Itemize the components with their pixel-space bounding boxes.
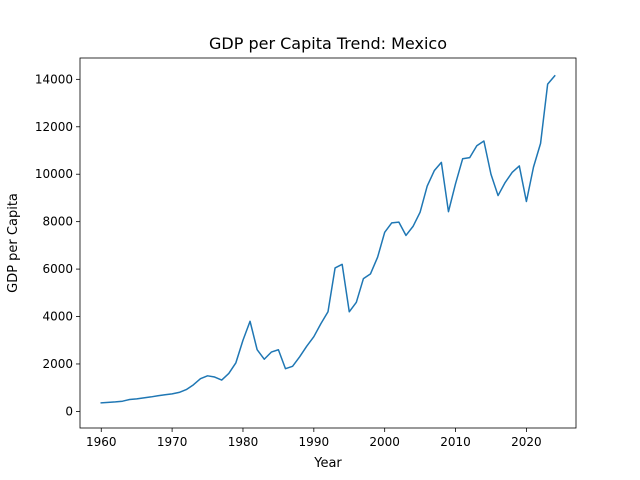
x-tick-label: 2010: [440, 435, 471, 449]
x-axis-label: Year: [313, 456, 342, 471]
x-tick-label: 1980: [228, 435, 259, 449]
x-tick-label: 2020: [511, 435, 542, 449]
x-tick-label: 2000: [369, 435, 400, 449]
y-axis-ticks: 0 2000 4000 6000 8000 10000 12000 14000: [35, 72, 80, 418]
x-tick-label: 1990: [299, 435, 330, 449]
x-axis-ticks: 1960 1970 1980 1990 2000 2010 2020: [86, 428, 542, 449]
y-tick-label: 10000: [35, 167, 73, 181]
y-tick-label: 0: [65, 404, 73, 418]
y-tick-label: 4000: [42, 310, 73, 324]
y-tick-label: 2000: [42, 357, 73, 371]
y-tick-label: 8000: [42, 215, 73, 229]
x-tick-label: 1960: [86, 435, 117, 449]
axes-frame: [79, 57, 577, 429]
chart-title: GDP per Capita Trend: Mexico: [209, 34, 447, 53]
y-tick-label: 14000: [35, 72, 73, 86]
y-tick-label: 12000: [35, 120, 73, 134]
x-tick-label: 1970: [157, 435, 188, 449]
gdp-series-line: [100, 74, 556, 404]
y-tick-label: 6000: [42, 262, 73, 276]
y-axis-label: GDP per Capita: [6, 193, 21, 293]
